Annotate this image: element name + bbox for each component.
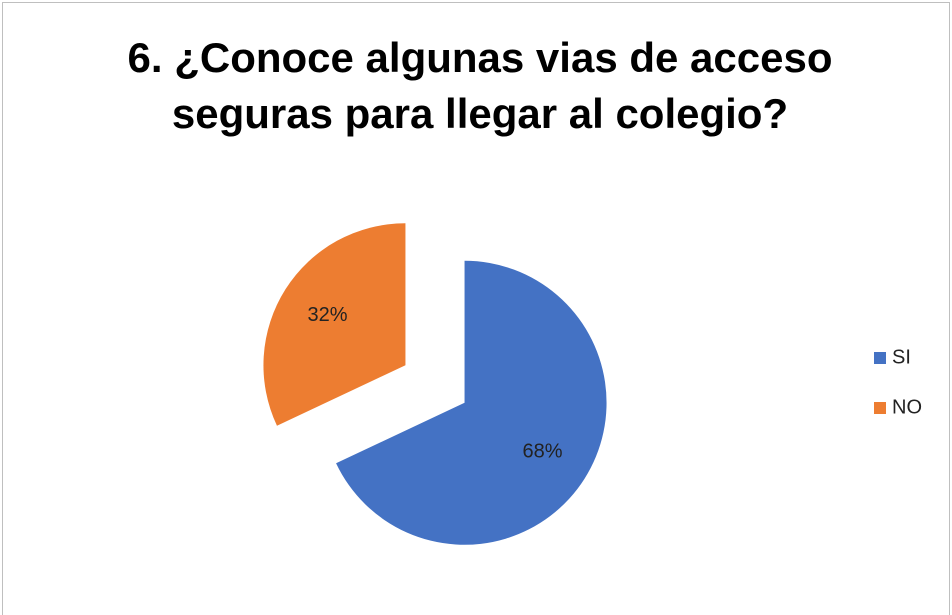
data-label: 68%	[522, 440, 562, 462]
legend-label: NO	[892, 396, 922, 418]
data-label: 32%	[308, 304, 348, 326]
legend-swatch	[874, 352, 886, 364]
legend-label: SI	[892, 346, 911, 368]
pie-slice	[263, 223, 406, 426]
legend-swatch	[874, 402, 886, 414]
chart-title: 6. ¿Conoce algunas vias de acceso segura…	[127, 34, 833, 137]
pie-slice	[336, 260, 607, 545]
